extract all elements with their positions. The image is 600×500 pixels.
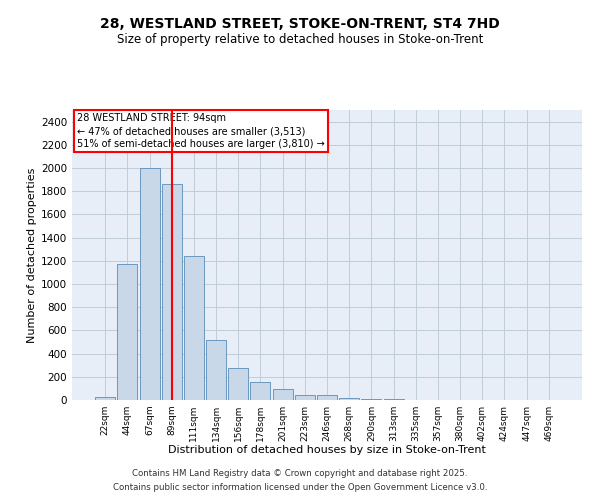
Bar — [250, 382, 271, 400]
Bar — [206, 340, 226, 400]
Bar — [95, 397, 115, 400]
Text: Size of property relative to detached houses in Stoke-on-Trent: Size of property relative to detached ho… — [117, 32, 483, 46]
Text: Contains public sector information licensed under the Open Government Licence v3: Contains public sector information licen… — [113, 484, 487, 492]
Bar — [272, 389, 293, 400]
Bar — [162, 184, 182, 400]
Bar — [184, 256, 204, 400]
Bar — [140, 168, 160, 400]
Bar — [361, 399, 382, 400]
Bar — [339, 398, 359, 400]
Bar — [228, 368, 248, 400]
Text: 28, WESTLAND STREET, STOKE-ON-TRENT, ST4 7HD: 28, WESTLAND STREET, STOKE-ON-TRENT, ST4… — [100, 18, 500, 32]
Y-axis label: Number of detached properties: Number of detached properties — [27, 168, 37, 342]
Bar — [295, 395, 315, 400]
Text: 28 WESTLAND STREET: 94sqm
← 47% of detached houses are smaller (3,513)
51% of se: 28 WESTLAND STREET: 94sqm ← 47% of detac… — [77, 113, 325, 150]
Bar — [317, 396, 337, 400]
Text: Contains HM Land Registry data © Crown copyright and database right 2025.: Contains HM Land Registry data © Crown c… — [132, 468, 468, 477]
X-axis label: Distribution of detached houses by size in Stoke-on-Trent: Distribution of detached houses by size … — [168, 446, 486, 456]
Bar — [118, 264, 137, 400]
